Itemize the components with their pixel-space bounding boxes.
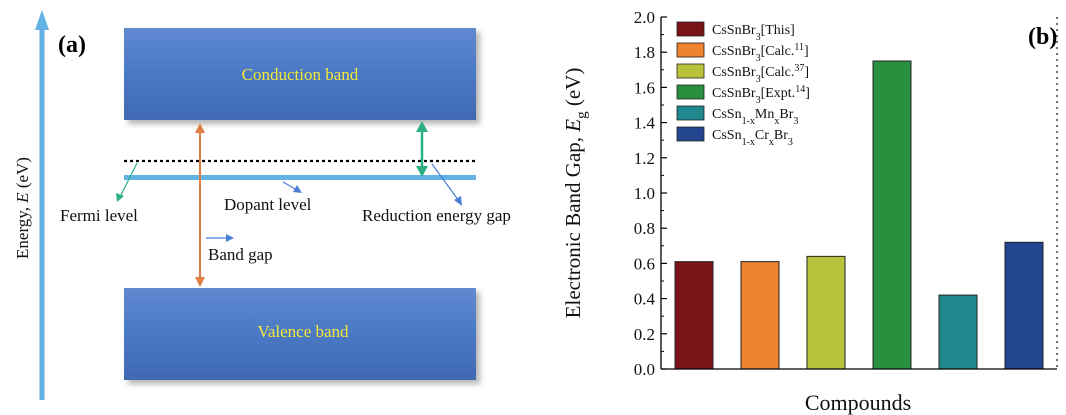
conduction-band: Conduction band [124, 28, 476, 120]
reduction-gap-pointer [431, 163, 462, 206]
y-tick-label: 1.4 [634, 114, 656, 133]
y-axis-title: Electronic Band Gap, Eg (eV) [561, 68, 590, 319]
legend-swatch-4 [676, 84, 705, 100]
bar-6 [1004, 241, 1044, 370]
y-tick-label: 0.6 [634, 254, 655, 273]
bar-5 [938, 294, 978, 370]
legend-label-1: CsSnBr3[This] [712, 23, 795, 43]
legend-swatch-1 [676, 21, 705, 37]
band-gap-label: Band gap [208, 245, 273, 264]
x-axis-title: Compounds [805, 390, 911, 415]
fermi-level-pointer [116, 162, 138, 202]
dopant-level-pointer [282, 181, 302, 193]
band-gap-arrow [195, 123, 205, 287]
panel-b-label: (b) [1028, 24, 1057, 50]
y-tick-label: 0.8 [634, 219, 655, 238]
bar-4 [872, 60, 912, 370]
y-tick-label: 1.2 [634, 149, 655, 168]
conduction-band-label: Conduction band [242, 65, 359, 84]
legend-label-5: CsSn1-xMnxBr3 [712, 107, 798, 127]
valence-band-label: Valence band [257, 322, 349, 341]
legend-swatch-2 [676, 42, 705, 58]
legend-label-3: CsSnBr3[Calc.37] [712, 63, 809, 85]
bar-chart: 0.0 0.2 0.4 0.6 0.8 1.0 1.2 1.4 1.6 1.8 2.0 CsSnBr3… [634, 8, 1058, 379]
legend-label-4: CsSnBr3[Expt.14] [712, 84, 810, 106]
legend-swatch-5 [676, 105, 705, 121]
y-tick-label: 2.0 [634, 8, 655, 27]
valence-band: Valence band [124, 288, 476, 380]
legend-label-2: CsSnBr3[Calc.11] [712, 42, 809, 64]
band-gap-pointer [206, 234, 234, 242]
y-tick-label: 0.4 [634, 290, 656, 309]
panel-b: Electronic Band Gap, Eg (eV) 0.00.20.40.… [561, 8, 1058, 415]
bar-3 [806, 255, 846, 370]
dopant-level-line [124, 175, 476, 180]
panel-a: Energy, E (eV) (a) Conduction band Valen… [13, 10, 511, 400]
legend-label-6: CsSn1-xCrxBr3 [712, 128, 793, 148]
reduction-gap-label: Reduction energy gap [362, 206, 511, 225]
legend-swatch-6 [676, 126, 705, 142]
energy-axis-arrow [35, 10, 49, 400]
bar-2 [740, 261, 780, 370]
y-tick-label: 0.2 [634, 325, 655, 344]
y-tick-label: 1.0 [634, 184, 655, 203]
y-tick-label: 0.0 [634, 360, 655, 379]
dopant-level-label: Dopant level [224, 195, 312, 214]
fermi-level-label: Fermi level [60, 206, 138, 225]
energy-axis-title: Energy, E (eV) [13, 157, 32, 259]
bar-1 [674, 261, 714, 370]
reduction-gap-arrow [416, 121, 428, 177]
y-tick-label: 1.8 [634, 43, 655, 62]
legend-swatch-3 [676, 63, 705, 79]
panel-a-label: (a) [58, 32, 86, 58]
y-tick-label: 1.6 [634, 78, 655, 97]
